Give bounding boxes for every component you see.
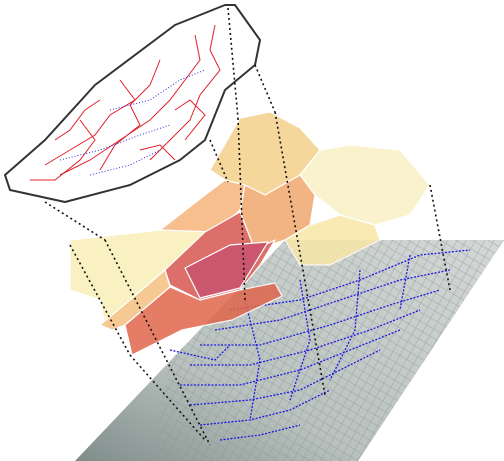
connector-lines (44, 7, 451, 446)
shape (214, 269, 451, 331)
shape (254, 64, 276, 113)
shape (184, 241, 269, 299)
shape (180, 329, 401, 386)
shape (89, 149, 161, 176)
shape (124, 282, 283, 356)
shape (149, 24, 221, 161)
shape (284, 214, 381, 266)
shape (244, 299, 261, 421)
shape (190, 309, 421, 366)
shape (59, 124, 171, 161)
zone-layer (69, 111, 431, 356)
shape (237, 117, 246, 301)
shape (199, 389, 331, 426)
shape (200, 289, 441, 346)
network-outline (4, 4, 261, 203)
shape (69, 244, 131, 356)
shape (104, 239, 211, 446)
shape (399, 254, 411, 311)
shape (219, 424, 301, 441)
network-lines (30, 24, 221, 181)
shape (129, 354, 206, 441)
shape (229, 249, 471, 311)
shape (30, 119, 96, 181)
shape (289, 279, 311, 401)
shape (299, 144, 431, 226)
shape (227, 7, 239, 119)
shape (174, 99, 206, 141)
shape (44, 201, 106, 241)
shape (169, 344, 231, 361)
shape (54, 99, 101, 141)
shape (59, 34, 201, 176)
shape (44, 79, 136, 166)
shape (139, 144, 176, 161)
shape (109, 69, 206, 111)
shape (189, 349, 381, 406)
building-points (169, 249, 471, 441)
shape (329, 269, 361, 381)
network-layer (4, 4, 261, 203)
shape (99, 59, 161, 171)
